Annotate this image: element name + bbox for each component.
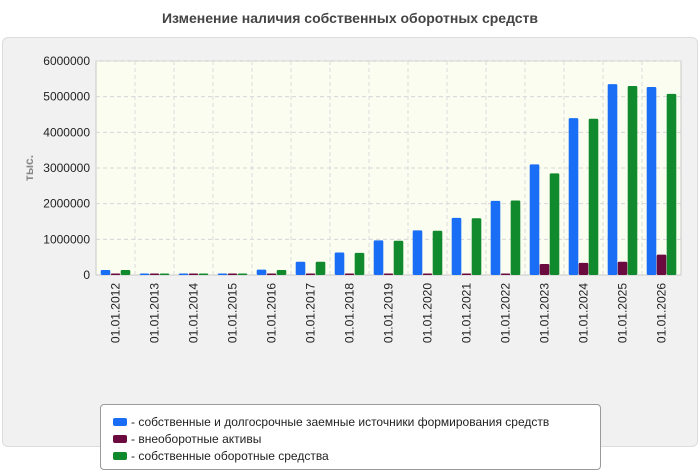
x-tick-label: 01.01.2017 [304,283,318,343]
chart-panel: 0 1000000 2000000 3000000 4000000 5000000 6000… [2,37,698,470]
legend-swatch-noncurrent-assets [113,434,127,443]
bar-1 [451,217,462,275]
bar-3 [315,261,326,275]
bar-2 [149,273,160,275]
bar-3 [198,273,209,275]
bar-2 [383,273,394,275]
bar-2 [422,273,433,275]
x-tick-label: 01.01.2024 [577,283,591,343]
legend-swatch-working-capital [113,451,127,460]
bar-2 [500,273,511,275]
bar-1 [178,273,189,275]
y-tick-label: 6000000 [43,54,90,68]
legend-swatch-sources [113,417,127,426]
bar-1 [100,270,111,275]
bar-3 [627,85,638,275]
x-tick-label: 01.01.2014 [187,283,201,343]
x-tick-label: 01.01.2012 [109,283,123,343]
bar-1 [607,84,618,275]
bar-1 [646,87,657,275]
bar-3 [354,252,365,275]
legend: - собственные и долгосрочные заемные ист… [100,404,601,470]
bar-2 [266,273,277,275]
y-tick-label: 0 [83,268,90,282]
bar-3 [588,118,599,275]
bar-2 [344,273,355,275]
y-tick-label: 4000000 [43,125,90,139]
x-tick-label: 01.01.2020 [421,283,435,343]
bar-2 [110,273,121,275]
legend-label-working-capital: - собственные оборотные средства [131,448,329,463]
x-tick-label: 01.01.2018 [343,283,357,343]
x-tick-label: 01.01.2023 [538,283,552,343]
bar-3 [159,273,170,275]
bar-1 [334,252,345,275]
bar-2 [539,263,550,275]
x-tick-label: 01.01.2025 [616,283,630,343]
bar-3 [120,270,131,275]
bar-2 [461,273,472,275]
bar-2 [656,254,667,275]
bar-3 [510,200,521,275]
bar-3 [276,270,287,275]
bar-2 [305,273,316,275]
bar-3 [237,273,248,275]
bar-3 [549,173,560,275]
x-tick-label: 01.01.2013 [148,283,162,343]
legend-item-noncurrent-assets: - внеоборотные активы [113,430,600,447]
x-tick-label: 01.01.2022 [499,283,513,343]
y-tick-label: 2000000 [43,197,90,211]
bar-2 [188,273,199,275]
legend-item-sources: - собственные и долгосрочные заемные ист… [113,413,600,430]
bar-2 [617,261,628,275]
y-tick-label: 1000000 [43,232,90,246]
bar-3 [432,230,443,275]
chart-title: Изменение наличия собственных оборотных … [161,10,539,26]
legend-label-noncurrent-assets: - внеоборотные активы [131,431,262,446]
bar-1 [256,269,267,275]
bar-1 [217,273,228,275]
bar-1 [529,164,540,275]
x-tick-label: 01.01.2026 [655,283,669,343]
bar-3 [471,218,482,275]
x-tick-label: 01.01.2015 [226,283,240,343]
bar-1 [412,230,423,275]
y-tick-label: 5000000 [43,90,90,104]
bar-1 [568,118,579,275]
x-tick-label: 01.01.2019 [382,283,396,343]
x-tick-label: 01.01.2016 [265,283,279,343]
bar-3 [393,240,404,275]
bar-1 [295,261,306,275]
bar-2 [578,262,589,275]
legend-label-sources: - собственные и долгосрочные заемные ист… [131,414,550,429]
bar-chart: 0 1000000 2000000 3000000 4000000 5000000 6000… [22,54,682,343]
bar-1 [490,200,501,275]
y-tick-label: 3000000 [43,161,90,175]
y-axis-label: тыс. [22,155,36,181]
bar-1 [139,273,150,275]
plot-area [95,60,682,276]
bar-3 [666,93,677,276]
bar-2 [227,273,238,275]
x-tick-label: 01.01.2021 [460,283,474,343]
bar-1 [373,240,384,275]
